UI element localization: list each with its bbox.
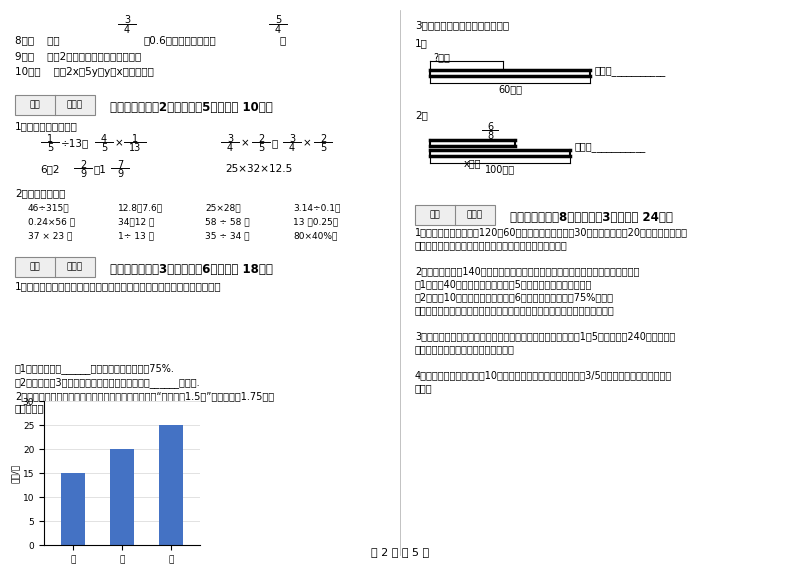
Text: 2: 2 [320, 134, 326, 144]
Text: 13: 13 [129, 143, 141, 153]
Text: 少元？: 少元？ [415, 383, 433, 393]
Text: （2）限坐10人的面包车，每人票价6元，如满坐票价可捨75%优惠。: （2）限坐10人的面包车，每人票价6元，如满坐票价可捨75%优惠。 [415, 292, 614, 302]
Text: 2: 2 [80, 160, 86, 170]
Text: 1: 1 [47, 134, 53, 144]
Text: 4: 4 [227, 143, 233, 153]
Text: 25×32×12.5: 25×32×12.5 [225, 164, 292, 174]
Text: 评卷人: 评卷人 [67, 263, 83, 272]
Text: ：0.6化成最简整数比是: ：0.6化成最简整数比是 [143, 35, 216, 45]
Text: 8: 8 [487, 131, 493, 141]
Text: （2）先由甲做3天，剩下的工程由丙接着做，还要______天完成.: （2）先由甲做3天，剩下的工程由丙接着做，还要______天完成. [15, 377, 201, 388]
Text: 4: 4 [101, 134, 107, 144]
Text: 第 2 页 共 5 页: 第 2 页 共 5 页 [371, 547, 429, 557]
Text: ×: × [241, 138, 250, 148]
Text: 12.8－7.6＝: 12.8－7.6＝ [118, 203, 163, 212]
Bar [110, 449, 134, 545]
Text: 9: 9 [117, 169, 123, 179]
Text: 3．看图列算式或方程，不计算：: 3．看图列算式或方程，不计算： [415, 20, 509, 30]
Text: 得分: 得分 [430, 211, 440, 219]
Text: 7: 7 [117, 160, 123, 170]
Text: 10．（    ）剗2x＝5y，y与x成反比例。: 10．（ ）剗2x＝5y，y与x成反比例。 [15, 67, 154, 77]
Text: 5: 5 [258, 143, 264, 153]
Text: 80×40%＝: 80×40%＝ [293, 231, 338, 240]
Text: 得分: 得分 [30, 263, 40, 272]
Text: 5: 5 [275, 15, 281, 25]
Text: 3．某教厂要生产一批校服，第一周完成的套数与总套数的比是1：5，如再生产240套，就定成: 3．某教厂要生产一批校服，第一周完成的套数与总套数的比是1：5，如再生产240套… [415, 331, 675, 341]
Text: 58 ÷ 58 ＝: 58 ÷ 58 ＝ [205, 217, 250, 226]
Text: 列式：___________: 列式：___________ [595, 66, 666, 76]
Text: 8．（    ）把: 8．（ ）把 [15, 35, 60, 45]
Text: 13 －0.25＝: 13 －0.25＝ [293, 217, 338, 226]
Text: x千米: x千米 [464, 158, 482, 168]
Text: 5: 5 [47, 143, 53, 153]
Text: 得分: 得分 [30, 101, 40, 110]
Text: 5: 5 [101, 143, 107, 153]
Bar [15, 95, 95, 115]
Text: 评卷人: 评卷人 [67, 101, 83, 110]
Text: 1，: 1， [415, 38, 428, 48]
Text: 2，: 2， [415, 110, 428, 120]
Text: 0.24×56 ＝: 0.24×56 ＝ [28, 217, 75, 226]
Text: 评卷人: 评卷人 [467, 211, 483, 219]
Text: 请你根据以上信息为六年级同学设计一种最省錢的租车方案，并算出总租金。: 请你根据以上信息为六年级同学设计一种最省錢的租车方案，并算出总租金。 [415, 305, 614, 315]
Text: ＋1: ＋1 [94, 164, 107, 174]
Text: ×: × [115, 138, 124, 148]
Text: 60千克: 60千克 [498, 84, 522, 94]
Text: 1．使简算的要简算：: 1．使简算的要简算： [15, 121, 78, 131]
Text: 1÷ 13 ＝: 1÷ 13 ＝ [118, 231, 154, 240]
Text: 9: 9 [80, 169, 86, 179]
Text: 2．画图分析：有一个水池里竖着一块牌子，上面写有“平均水深1.5米”，某人身高1.75米，: 2．画图分析：有一个水池里竖着一块牌子，上面写有“平均水深1.5米”，某人身高1… [15, 391, 274, 401]
Text: ÷13＋: ÷13＋ [61, 138, 90, 148]
Text: 2: 2 [258, 134, 264, 144]
Text: 他路段，这样剩下的人需比原计划多多少天才能完成任务？: 他路段，这样剩下的人需比原计划多多少天才能完成任务？ [415, 240, 568, 250]
Text: ?千克: ?千克 [433, 52, 450, 62]
Text: 3: 3 [289, 134, 295, 144]
Text: 3: 3 [227, 134, 233, 144]
Text: 5: 5 [320, 143, 326, 153]
Text: －: － [272, 138, 278, 148]
Text: 。: 。 [280, 35, 286, 45]
Text: （1）甲、乙合作______天可以完成这项工程的75%.: （1）甲、乙合作______天可以完成这项工程的75%. [15, 363, 175, 374]
Text: 6－2: 6－2 [40, 164, 59, 174]
Text: 四、计算题（共2小题，每题5分，共计 10分）: 四、计算题（共2小题，每题5分，共计 10分） [110, 101, 273, 114]
Bar [158, 425, 183, 545]
Bar [15, 257, 95, 277]
Text: 六、应用题（共8小题，每题3分，共计 24分）: 六、应用题（共8小题，每题3分，共计 24分） [510, 211, 673, 224]
Text: 4: 4 [124, 25, 130, 35]
Text: 34＋12 ＝: 34＋12 ＝ [118, 217, 154, 226]
Text: 100千米: 100千米 [485, 164, 515, 174]
Text: 列式：___________: 列式：___________ [575, 142, 646, 152]
Text: 9．（    ）除2以外所有的质数都是奇数。: 9．（ ）除2以外所有的质数都是奇数。 [15, 51, 142, 61]
Text: 4: 4 [275, 25, 281, 35]
Text: 1．如图是甲、乙、丙三人单独完成某项工程所需天数统计图，看图填空：: 1．如图是甲、乙、丙三人单独完成某项工程所需天数统计图，看图填空： [15, 281, 222, 291]
Text: 五、综合题（共3小题，每题6分，共计 18分）: 五、综合题（共3小题，每题6分，共计 18分） [110, 263, 273, 276]
Text: 1: 1 [132, 134, 138, 144]
Text: 还被校服的一半，这批校服共多少套？: 还被校服的一半，这批校服共多少套？ [415, 344, 515, 354]
Text: 他不会游泳，如果不慎掉入水池中，他是否有生命危险？为什么？: 他不会游泳，如果不慎掉入水池中，他是否有生命危险？为什么？ [15, 403, 186, 413]
Text: 35 ÷ 34 ＝: 35 ÷ 34 ＝ [205, 231, 250, 240]
Text: 25×28＝: 25×28＝ [205, 203, 241, 212]
Text: （1）限坐40人的大客车，每人票价5元，如满坐票价可打八折；: （1）限坐40人的大客车，每人票价5元，如满坐票价可打八折； [415, 279, 592, 289]
Y-axis label: 天数/天: 天数/天 [11, 464, 20, 483]
Bar [61, 473, 86, 545]
Text: 1．修一段公路，原计划120人60天完工，工作一月（按30天计算）后，有20人被调走，赶修其: 1．修一段公路，原计划120人60天完工，工作一月（按30天计算）后，有20人被… [415, 227, 688, 237]
Text: 3.14÷0.1＝: 3.14÷0.1＝ [293, 203, 340, 212]
Text: 2．某校六年级有140名同学去参观自然博物馆，某运输公司有两种车辆可供选择：: 2．某校六年级有140名同学去参观自然博物馆，某运输公司有两种车辆可供选择： [415, 266, 639, 276]
Text: 6: 6 [487, 122, 493, 132]
Text: 4: 4 [289, 143, 295, 153]
Text: ×: × [303, 138, 312, 148]
Text: 46÷315＝: 46÷315＝ [28, 203, 70, 212]
Text: 37 × 23 ＝: 37 × 23 ＝ [28, 231, 72, 240]
Text: 3: 3 [124, 15, 130, 25]
Bar [415, 205, 495, 225]
Text: 4．一张课桌比一把椅子货10元，如果椅子的单价是课桌单价的3/5，课桌和椅子的单价各是多: 4．一张课桌比一把椅子货10元，如果椅子的单价是课桌单价的3/5，课桌和椅子的单… [415, 370, 672, 380]
Text: 2．直接写得数：: 2．直接写得数： [15, 188, 66, 198]
